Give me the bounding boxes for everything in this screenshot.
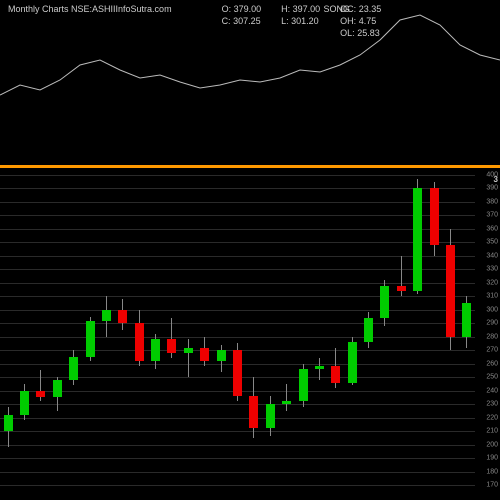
y-tick-label: 280 (486, 333, 498, 340)
y-tick-label: 190 (486, 455, 498, 462)
candle-wick (319, 358, 320, 380)
candle-body (249, 396, 258, 428)
y-tick-label: 290 (486, 320, 498, 327)
candle-body (118, 310, 127, 323)
gridline (0, 256, 475, 257)
candle-wick (188, 339, 189, 377)
y-tick-label: 400 (486, 172, 498, 179)
y-tick-label: 310 (486, 293, 498, 300)
candle-body (364, 318, 373, 342)
candle-body (151, 339, 160, 361)
indicator-line-chart (0, 0, 500, 120)
candle-body (86, 321, 95, 357)
y-tick-label: 370 (486, 212, 498, 219)
candle-body (331, 366, 340, 382)
y-tick-label: 320 (486, 279, 498, 286)
candle-body (167, 339, 176, 352)
candle-body (69, 357, 78, 380)
gridline (0, 296, 475, 297)
candle-body (299, 369, 308, 401)
candle-body (53, 380, 62, 398)
candle-body (380, 286, 389, 318)
y-tick-label: 170 (486, 482, 498, 489)
gridline (0, 229, 475, 230)
y-tick-label: 360 (486, 225, 498, 232)
candle-body (135, 323, 144, 361)
candle-body (462, 303, 471, 337)
candle-body (430, 188, 439, 245)
gridline (0, 458, 475, 459)
y-tick-label: 240 (486, 387, 498, 394)
gridline (0, 431, 475, 432)
y-tick-label: 220 (486, 414, 498, 421)
gridline (0, 175, 475, 176)
y-tick-label: 250 (486, 374, 498, 381)
gridline (0, 337, 475, 338)
candle-body (233, 350, 242, 396)
y-tick-label: 260 (486, 360, 498, 367)
gridline (0, 215, 475, 216)
candle-body (446, 245, 455, 337)
candle-body (102, 310, 111, 321)
gridline (0, 323, 475, 324)
gridline (0, 445, 475, 446)
gridline (0, 269, 475, 270)
y-tick-label: 230 (486, 401, 498, 408)
y-tick-label: 340 (486, 252, 498, 259)
candle-body (4, 415, 13, 431)
candle-body (200, 348, 209, 361)
candle-body (184, 348, 193, 353)
y-tick-label: 200 (486, 441, 498, 448)
candle-body (397, 286, 406, 291)
candle-body (315, 366, 324, 369)
gridline (0, 202, 475, 203)
y-tick-label: 300 (486, 306, 498, 313)
y-tick-label: 330 (486, 266, 498, 273)
gridline (0, 188, 475, 189)
y-tick-label: 350 (486, 239, 498, 246)
candle-body (348, 342, 357, 382)
y-tick-label: 180 (486, 468, 498, 475)
gridline (0, 485, 475, 486)
y-tick-label: 210 (486, 428, 498, 435)
candle-body (217, 350, 226, 361)
candle-body (36, 391, 45, 398)
gridline (0, 283, 475, 284)
y-axis: 400 390 380 370 360 350 340 330 320 310 300 290 280 2… (475, 175, 500, 485)
y-tick-label: 270 (486, 347, 498, 354)
candle-body (282, 401, 291, 404)
candle-body (266, 404, 275, 428)
gridline (0, 472, 475, 473)
candle-body (20, 391, 29, 415)
gridline (0, 310, 475, 311)
candle-wick (286, 384, 287, 411)
panel-separator (0, 165, 500, 168)
y-tick-label: 380 (486, 198, 498, 205)
candlestick-chart (0, 175, 475, 485)
y-tick-label: 390 (486, 185, 498, 192)
candle-body (413, 188, 422, 290)
gridline (0, 404, 475, 405)
gridline (0, 242, 475, 243)
gridline (0, 418, 475, 419)
